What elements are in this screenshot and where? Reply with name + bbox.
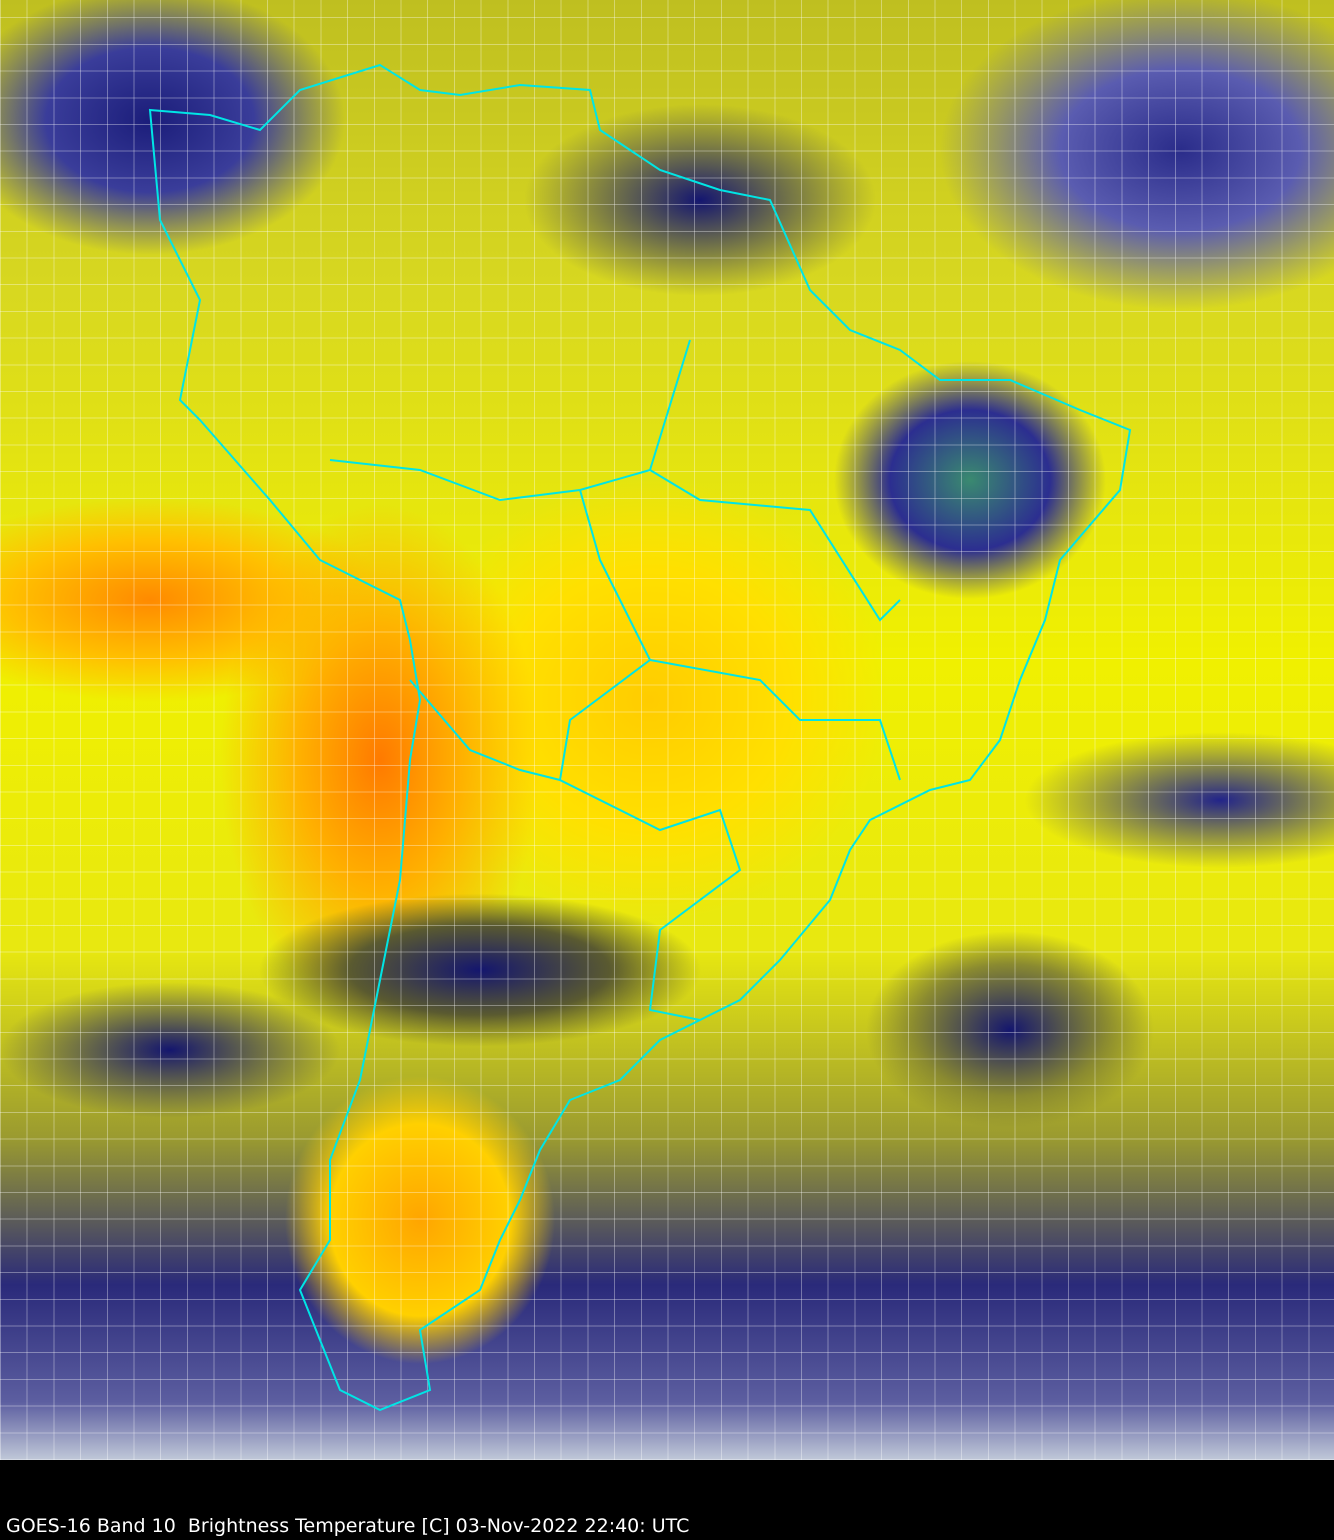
satellite-image [0,0,1334,1460]
country-boundaries [148,63,1132,1412]
south-america-coastline [148,63,1132,1412]
brazil-border [329,339,901,1021]
image-caption: GOES-16 Band 10 Brightness Temperature [… [6,1515,690,1537]
